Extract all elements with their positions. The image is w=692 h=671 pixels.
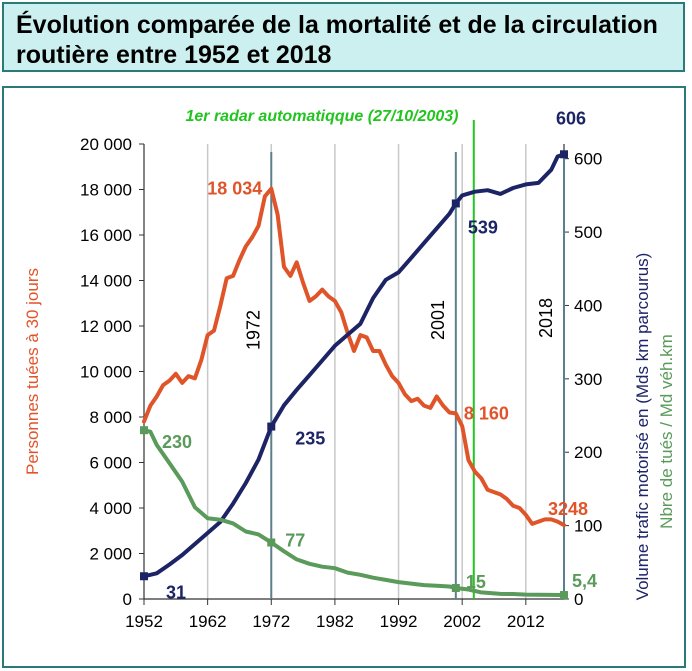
grid-layer <box>206 144 527 599</box>
series-line-0 <box>142 186 566 528</box>
series-point-marker <box>267 538 276 547</box>
x-tick-label: 1982 <box>316 612 354 631</box>
data-label: 31 <box>166 582 186 602</box>
series-point-marker <box>451 199 460 208</box>
y-axis-right-title: Volume trafic motorisé en (Mds km parcou… <box>633 253 652 601</box>
data-label: 606 <box>556 108 586 128</box>
series-layer <box>140 150 568 600</box>
chart-title: Évolution comparée de la mortalité et de… <box>16 11 658 69</box>
x-tick-label: 1962 <box>189 612 227 631</box>
x-tick-label: 2012 <box>507 612 545 631</box>
y-left-tick-label: 14 000 <box>80 272 132 291</box>
y-left-tick-label: 20 000 <box>80 135 132 154</box>
axes-layer: 1952 1962 1972 1982 1992 2002 2012 0 2 000 4 000 6… <box>23 135 676 631</box>
series-point-marker <box>140 426 148 435</box>
data-label: 539 <box>468 217 498 237</box>
y-left-tick-label: 8 000 <box>89 408 132 427</box>
data-label: 15 <box>466 572 486 592</box>
vertical-marker-label: 2001 <box>428 300 448 340</box>
y-left-tick-label: 2 000 <box>89 545 132 564</box>
y-left-tick-label: 0 <box>123 590 132 609</box>
series-line-2 <box>142 428 566 597</box>
y-right-tick-label: 0 <box>574 590 583 609</box>
y-left-tick-label: 4 000 <box>89 499 132 518</box>
y-axis-right2-title: Nbre de tués / Md véh.km <box>657 334 676 529</box>
y-left-tick-label: 18 000 <box>80 181 132 200</box>
y-left-tick-label: 16 000 <box>80 226 132 245</box>
data-label: 5,4 <box>572 571 597 591</box>
x-tick-label: 1992 <box>380 612 418 631</box>
y-right-tick-label: 100 <box>574 517 602 536</box>
marker-layer: 1972 2001 2018 1er radar automatiqque (27/1… <box>185 108 565 599</box>
series-point-marker <box>560 591 568 600</box>
data-label: 18 034 <box>207 179 262 199</box>
series-line-1 <box>142 152 566 579</box>
data-label: 3248 <box>548 499 588 519</box>
series-point-marker <box>140 572 148 581</box>
series-point-marker <box>267 422 276 431</box>
series-point-marker <box>560 150 568 159</box>
data-label: 77 <box>285 530 305 550</box>
y-right-tick-label: 500 <box>574 223 602 242</box>
data-label: 235 <box>295 429 325 449</box>
y-right-tick-label: 600 <box>574 150 602 169</box>
y-left-tick-label: 6 000 <box>89 454 132 473</box>
y-left-tick-label: 12 000 <box>80 317 132 336</box>
x-tick-label: 2002 <box>443 612 481 631</box>
vertical-marker-label: 2018 <box>536 298 556 338</box>
radar-annotation: 1er radar automatiqque (27/10/2003) <box>185 108 458 125</box>
y-right-tick-label: 400 <box>574 296 602 315</box>
series-point-marker <box>451 583 460 592</box>
data-label: 230 <box>162 432 192 452</box>
vertical-marker-label: 1972 <box>243 310 263 350</box>
y-right-tick-label: 300 <box>574 370 602 389</box>
x-tick-label: 1952 <box>125 612 163 631</box>
x-tick-label: 1972 <box>252 612 290 631</box>
y-right-tick-label: 200 <box>574 443 602 462</box>
y-left-tick-label: 10 000 <box>80 363 132 382</box>
label-layer: 18 034 8 160 3248 606 539 235 31 230 77 15 5,4 <box>162 108 597 602</box>
y-axis-left-title: Personnes tuées à 30 jours <box>23 268 42 475</box>
data-label: 8 160 <box>464 403 509 423</box>
title-box: Évolution comparée de la mortalité et de… <box>2 2 685 72</box>
